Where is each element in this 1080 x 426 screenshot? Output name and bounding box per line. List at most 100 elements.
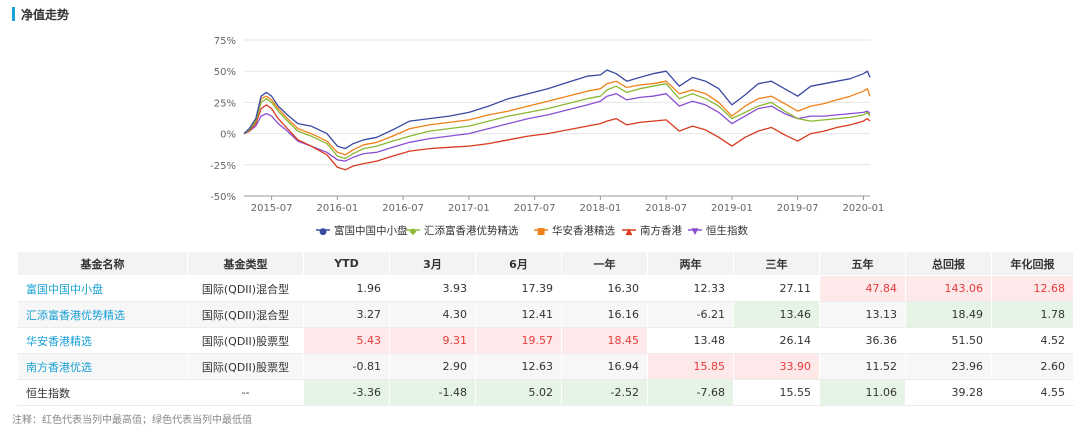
y-tick-label: 75% (214, 36, 236, 47)
table-footnote: 注释：红色代表当列中最高值；绿色代表当列中最低值 (12, 415, 252, 426)
return-value-cell: 16.94 (561, 353, 648, 380)
section-title-text: 净值走势 (21, 7, 70, 22)
x-tick-label: 2017-01 (448, 203, 490, 214)
return-value-cell: 2.90 (389, 353, 476, 380)
fund-name-cell[interactable]: 汇添富香港优势精选 (17, 301, 188, 328)
return-value-cell: 5.02 (475, 379, 562, 406)
table-row: 华安香港精选 国际(QDII)股票型 5.43 9.31 19.57 18.45 13.48… (17, 327, 1074, 354)
return-value-cell: 13.48 (647, 327, 734, 354)
legend-marker: ● (319, 227, 327, 237)
fund-type-cell: 国际(QDII)股票型 (187, 353, 304, 380)
return-value-cell: 4.55 (991, 379, 1074, 406)
column-header: 基金名称 (17, 251, 188, 276)
return-value-cell: 12.33 (647, 275, 734, 302)
return-value-cell: 16.30 (561, 275, 648, 302)
return-value-cell: 23.96 (905, 353, 992, 380)
return-value-cell: -7.68 (647, 379, 734, 406)
y-tick-label: 0% (220, 130, 236, 141)
x-tick-label: 2019-01 (711, 203, 753, 214)
column-header: 三年 (733, 251, 820, 276)
return-value-cell: 3.27 (303, 301, 390, 328)
column-header: 两年 (647, 251, 734, 276)
table-row: 富国中国中小盘 国际(QDII)混合型 1.96 3.93 17.39 16.30 12.3… (17, 275, 1074, 302)
column-header: 总回报 (905, 251, 992, 276)
return-value-cell: 15.85 (647, 353, 734, 380)
fund-type-cell: 国际(QDII)混合型 (187, 275, 304, 302)
legend-marker: ▲ (626, 227, 633, 237)
column-header: YTD (303, 251, 390, 276)
fund-name-cell: 恒生指数 (17, 379, 188, 406)
return-value-cell: 47.84 (819, 275, 906, 302)
return-value-cell: 3.93 (389, 275, 476, 302)
series-line (243, 80, 871, 156)
nav-line-chart: 75% 50% 25% 0% -25% -50% 2015-07 2016-01 2016-07… (210, 36, 885, 237)
column-header: 基金类型 (187, 251, 304, 276)
return-value-cell: 5.43 (303, 327, 390, 354)
fund-name-cell[interactable]: 华安香港精选 (17, 327, 188, 354)
return-value-cell: -3.36 (303, 379, 390, 406)
legend-label: 富国中国中小盘 (334, 224, 408, 237)
series-line (243, 104, 871, 171)
return-value-cell: 12.68 (991, 275, 1074, 302)
legend-marker: ◆ (410, 227, 417, 237)
return-value-cell: -1.48 (389, 379, 476, 406)
return-value-cell: 18.45 (561, 327, 648, 354)
return-value-cell: 19.57 (475, 327, 562, 354)
legend-label: 华安香港精选 (552, 224, 615, 237)
y-tick-label: -25% (210, 161, 236, 172)
return-value-cell: 12.63 (475, 353, 562, 380)
table-row: 南方香港优选 国际(QDII)股票型 -0.81 2.90 12.63 16.94 15.8… (17, 353, 1074, 380)
x-tick-label: 2015-07 (251, 203, 293, 214)
return-value-cell: 18.49 (905, 301, 992, 328)
return-value-cell: 51.50 (905, 327, 992, 354)
x-tick-label: 2020-01 (843, 203, 885, 214)
return-value-cell: -0.81 (303, 353, 390, 380)
y-tick-label: -50% (210, 192, 236, 203)
return-value-cell: 1.96 (303, 275, 390, 302)
return-value-cell: 33.90 (733, 353, 820, 380)
title-accent-bar (12, 7, 15, 21)
series-line (243, 69, 871, 150)
return-value-cell: 2.60 (991, 353, 1074, 380)
return-value-cell: 11.52 (819, 353, 906, 380)
column-header: 五年 (819, 251, 906, 276)
return-value-cell: 4.52 (991, 327, 1074, 354)
return-value-cell: 12.41 (475, 301, 562, 328)
series-line (243, 93, 871, 162)
return-value-cell: 13.46 (733, 301, 820, 328)
return-value-cell: 11.06 (819, 379, 906, 406)
column-header: 一年 (561, 251, 648, 276)
return-value-cell: 15.55 (733, 379, 820, 406)
x-tick-label: 2017-07 (514, 203, 556, 214)
fund-name-cell[interactable]: 富国中国中小盘 (17, 275, 188, 302)
legend-label: 恒生指数 (706, 224, 748, 237)
fund-name-cell[interactable]: 南方香港优选 (17, 353, 188, 380)
x-tick-label: 2019-07 (777, 203, 819, 214)
column-header: 6月 (475, 251, 562, 276)
legend-marker: ■ (537, 227, 546, 237)
series-line (243, 83, 871, 160)
return-value-cell: 1.78 (991, 301, 1074, 328)
x-tick-label: 2016-07 (382, 203, 424, 214)
return-value-cell: 13.13 (819, 301, 906, 328)
return-value-cell: 39.28 (905, 379, 992, 406)
legend-label: 汇添富香港优势精选 (424, 224, 519, 237)
x-tick-label: 2018-07 (645, 203, 687, 214)
legend-marker: ▼ (692, 227, 699, 237)
x-tick-label: 2016-01 (316, 203, 358, 214)
y-tick-label: 50% (214, 67, 236, 78)
return-value-cell: 9.31 (389, 327, 476, 354)
table-row: 汇添富香港优势精选 国际(QDII)混合型 3.27 4.30 12.41 16.16 -6… (17, 301, 1074, 328)
return-value-cell: 16.16 (561, 301, 648, 328)
return-value-cell: 27.11 (733, 275, 820, 302)
column-header: 3月 (389, 251, 476, 276)
return-value-cell: -6.21 (647, 301, 734, 328)
column-header: 年化回报 (991, 251, 1074, 276)
return-value-cell: -2.52 (561, 379, 648, 406)
fund-type-cell: 国际(QDII)股票型 (187, 327, 304, 354)
return-value-cell: 36.36 (819, 327, 906, 354)
return-value-cell: 26.14 (733, 327, 820, 354)
fund-type-cell: -- (187, 379, 304, 406)
fund-returns-table: 基金名称 基金类型 YTD 3月 6月 一年 两年 三年 五年 总回报 年化回报 富国中国中小盘 国际… (17, 251, 1074, 406)
section-title: 净值走势 (12, 6, 69, 22)
